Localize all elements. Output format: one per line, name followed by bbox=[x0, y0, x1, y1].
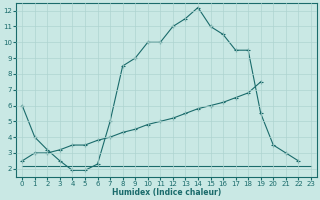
X-axis label: Humidex (Indice chaleur): Humidex (Indice chaleur) bbox=[112, 188, 221, 197]
